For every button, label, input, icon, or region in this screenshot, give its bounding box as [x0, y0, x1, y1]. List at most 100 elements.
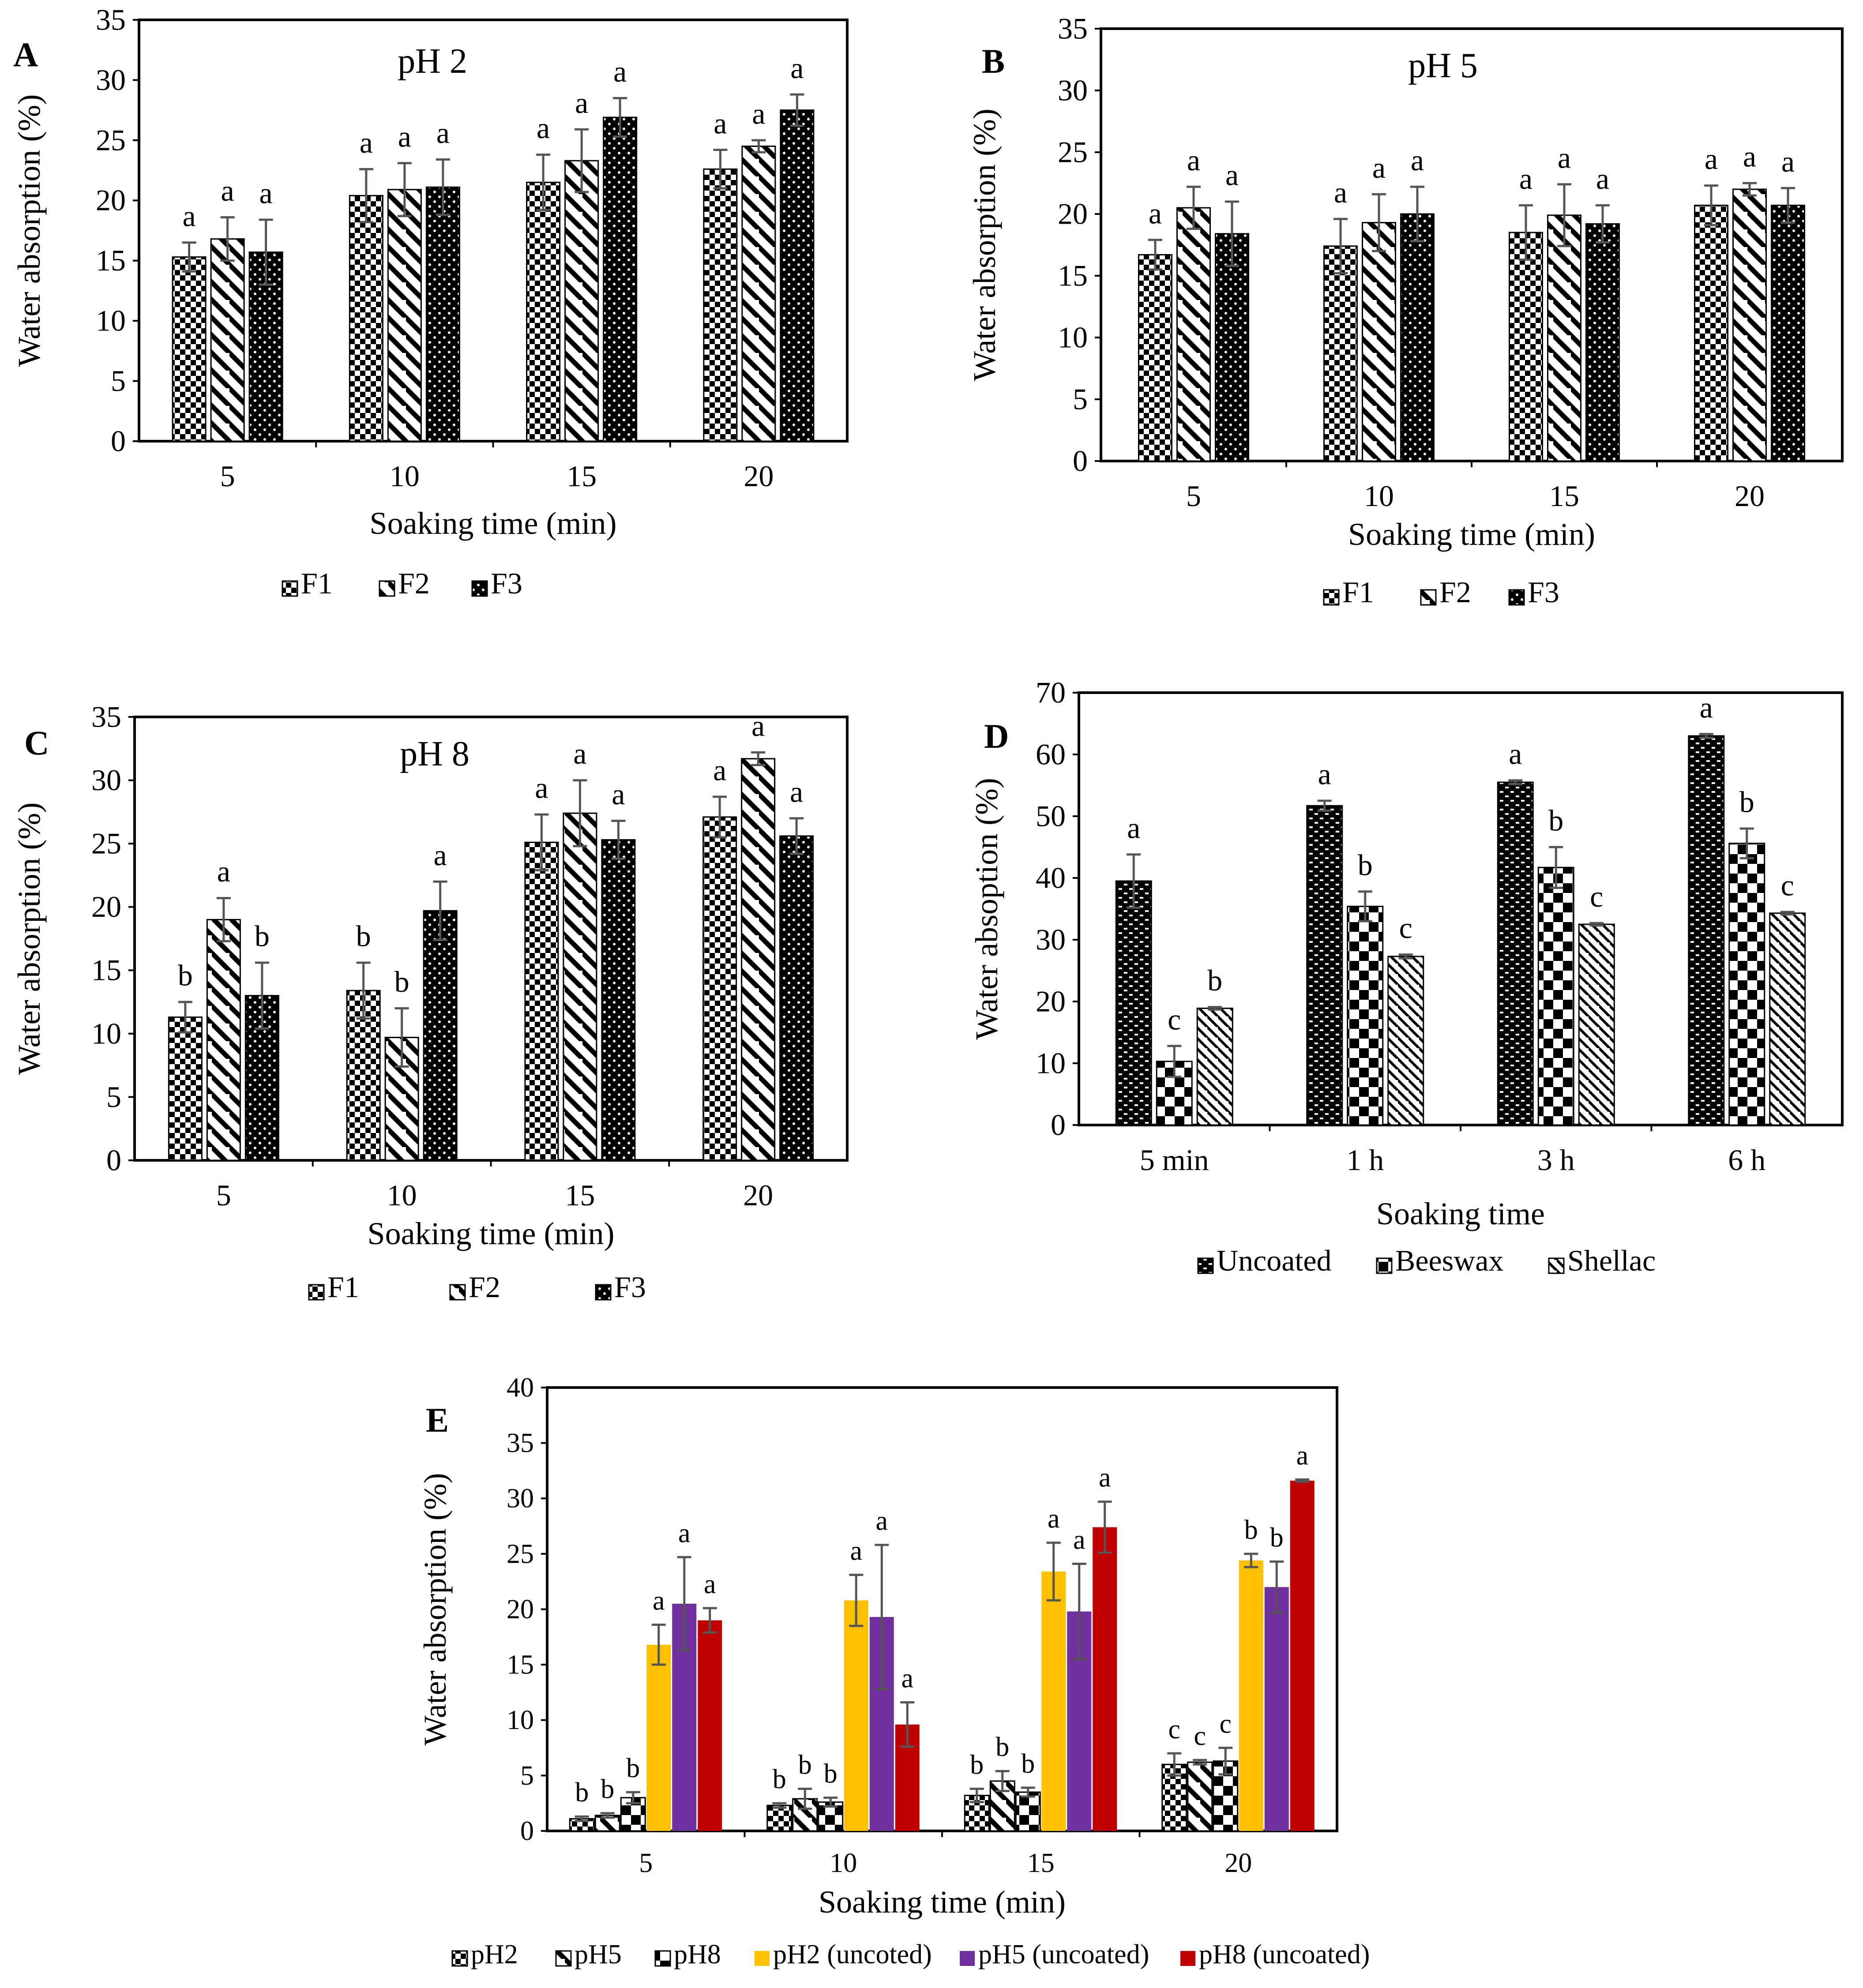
bar	[168, 1017, 203, 1161]
y-tick-label: 30	[91, 763, 121, 797]
x-tick-label: 10	[390, 459, 420, 493]
plot-frame	[133, 716, 849, 1162]
bar	[387, 189, 422, 442]
bar	[1264, 1587, 1289, 1831]
x-tick-label: 5	[1186, 479, 1201, 513]
y-tick-label: 25	[91, 827, 121, 860]
x-tick-label: 5	[216, 1178, 231, 1212]
y-tick-label: 10	[1058, 320, 1088, 354]
significance-letter: b	[394, 965, 409, 998]
legend-swatch	[1180, 1951, 1195, 1966]
bar	[1728, 843, 1765, 1126]
y-tick-label: 15	[96, 244, 126, 277]
y-tick-label: 35	[507, 1428, 534, 1458]
legend-swatch	[595, 1284, 612, 1301]
significance-letter: b	[1548, 804, 1563, 837]
bar	[1041, 1572, 1066, 1831]
x-tick-label: 5 min	[1140, 1143, 1209, 1177]
significance-letter: a	[1099, 1463, 1111, 1493]
x-axis-title: Soaking time (min)	[370, 506, 617, 541]
y-tick-label: 25	[507, 1539, 534, 1569]
bar	[603, 116, 638, 442]
bar	[1239, 1560, 1263, 1831]
plot-frame	[1100, 27, 1844, 462]
significance-letter: a	[436, 116, 450, 150]
significance-letter: a	[575, 86, 588, 120]
significance-letter: a	[1372, 151, 1386, 184]
y-tick-label: 20	[1036, 984, 1066, 1018]
x-tick-label: 3 h	[1537, 1143, 1575, 1177]
significance-letter: a	[1596, 162, 1609, 195]
significance-letter: c	[1590, 880, 1603, 913]
panel-label: C	[24, 724, 49, 762]
y-tick-label: 0	[1073, 444, 1088, 477]
x-tick-label: 20	[744, 459, 774, 493]
bar	[646, 1644, 671, 1831]
x-axis-title: Soaking time	[1376, 1196, 1545, 1231]
significance-letter: a	[1334, 176, 1347, 209]
significance-letter: a	[790, 775, 803, 808]
significance-letter: b	[1739, 785, 1754, 819]
bar	[741, 758, 776, 1161]
significance-letter: c	[1781, 869, 1794, 902]
significance-letter: a	[1509, 737, 1522, 770]
significance-letter: b	[1207, 964, 1222, 997]
significance-letter: b	[575, 1778, 589, 1808]
bar	[172, 256, 207, 442]
significance-letter: c	[1194, 1721, 1206, 1751]
significance-letter: a	[751, 709, 765, 743]
x-tick-label: 15	[567, 459, 597, 493]
bar	[698, 1620, 722, 1831]
y-tick-label: 30	[96, 63, 126, 97]
bar	[1771, 204, 1805, 462]
y-tick-label: 0	[1051, 1108, 1066, 1141]
y-axis-title: Water absoption (%)	[969, 778, 1004, 1040]
legend-swatch	[282, 580, 298, 597]
bar	[1509, 232, 1543, 462]
y-tick-label: 25	[1058, 135, 1088, 169]
significance-letter: b	[626, 1753, 640, 1783]
x-tick-label: 10	[830, 1848, 857, 1878]
legend-swatch	[555, 1950, 572, 1967]
legend-label: pH8 (uncoated)	[1199, 1939, 1370, 1969]
legend-label: F1	[1342, 575, 1374, 609]
y-axis-title: Water absorption (%)	[417, 1473, 453, 1746]
legend-label: F3	[614, 1270, 646, 1304]
significance-letter: a	[183, 199, 196, 233]
x-tick-label: 5	[220, 459, 235, 493]
bar	[210, 238, 245, 442]
bar	[1347, 905, 1384, 1126]
legend-swatch	[1548, 1257, 1565, 1274]
significance-letter: c	[1168, 1002, 1181, 1036]
y-tick-label: 20	[507, 1594, 534, 1624]
bar	[1093, 1527, 1117, 1831]
significance-letter: a	[398, 120, 411, 153]
bar	[206, 919, 241, 1161]
significance-letter: a	[1318, 758, 1331, 791]
bar	[1497, 781, 1534, 1126]
x-tick-label: 6 h	[1728, 1143, 1765, 1177]
bar	[569, 1818, 595, 1832]
legend-label: F1	[301, 566, 333, 600]
y-tick-label: 20	[91, 890, 121, 923]
legend: F1 F2 F3	[282, 566, 522, 600]
legend-swatch	[449, 1284, 466, 1301]
significance-letter: b	[773, 1764, 786, 1794]
significance-letter: a	[612, 777, 625, 811]
chart-title: pH 8	[400, 735, 470, 773]
significance-letter: c	[1219, 1709, 1232, 1739]
bar	[1138, 254, 1172, 462]
significance-letter: a	[714, 106, 727, 140]
x-tick-label: 10	[1364, 479, 1394, 513]
bar	[1015, 1791, 1041, 1832]
chart-title: pH 2	[398, 42, 467, 81]
y-tick-label: 5	[520, 1761, 534, 1791]
significance-letter: a	[1700, 690, 1713, 724]
significance-letter: a	[1781, 145, 1795, 178]
significance-letter: a	[1149, 196, 1162, 230]
